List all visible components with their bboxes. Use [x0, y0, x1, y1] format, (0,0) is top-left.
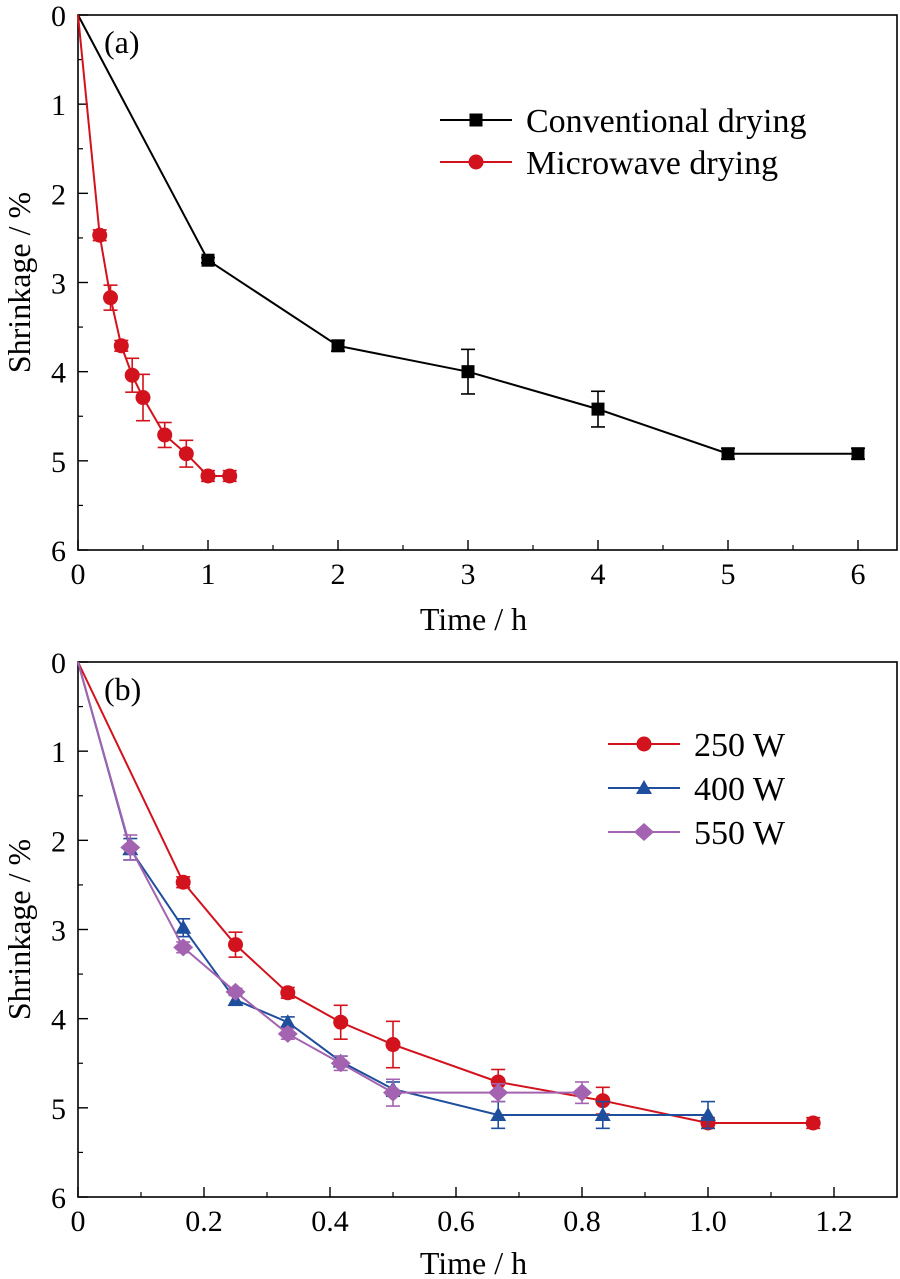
x-tick-label: 6 [851, 558, 866, 591]
legend-label: 250 W [694, 727, 786, 764]
data-point [488, 1083, 509, 1102]
data-point [279, 1014, 296, 1029]
series-line [77, 661, 582, 1094]
data-point [277, 1024, 298, 1043]
x-tick-label: 0.8 [563, 1205, 601, 1238]
data-point [383, 1083, 403, 1102]
x-tick-label: 0.2 [185, 1205, 223, 1238]
legend-marker [636, 780, 652, 794]
legend-label: Conventional drying [526, 103, 806, 140]
data-point [333, 1014, 349, 1030]
data-point [490, 1106, 507, 1121]
legend-marker [634, 823, 654, 841]
data-point [595, 1093, 611, 1109]
data-point [461, 365, 475, 379]
data-point [201, 253, 215, 267]
data-point [200, 468, 216, 484]
y-tick-label: 2 [51, 178, 66, 211]
x-axis-title: Time / h [420, 1245, 527, 1279]
x-axis-title: Time / h [420, 601, 527, 637]
series-conventional-drying [77, 14, 865, 461]
series-line [77, 661, 814, 1124]
legend-label: Microwave drying [526, 145, 778, 182]
x-tick-label: 1.2 [815, 1205, 853, 1238]
series-line [77, 661, 708, 1116]
legend-label: 400 W [694, 771, 786, 808]
legend-entry: 250 W [608, 727, 786, 764]
x-tick-label: 0.6 [437, 1205, 475, 1238]
data-point [700, 1106, 716, 1121]
y-tick-label: 0 [51, 0, 66, 33]
data-point [851, 447, 865, 461]
legend-label: 550 W [694, 815, 786, 852]
legend-marker [469, 113, 483, 127]
x-tick-label: 3 [461, 558, 476, 591]
panel-label: (b) [104, 671, 141, 707]
x-tick-label: 1.0 [689, 1205, 727, 1238]
data-point [490, 1074, 506, 1090]
y-tick-label: 6 [51, 1182, 66, 1215]
y-tick-label: 4 [51, 357, 66, 390]
y-tick-label: 3 [51, 268, 66, 301]
data-point [572, 1083, 592, 1102]
x-tick-label: 0 [71, 1205, 86, 1238]
data-point [594, 1106, 611, 1121]
legend-entry: Conventional drying [440, 103, 806, 140]
series-400-w [77, 661, 716, 1130]
data-point [178, 446, 194, 462]
y-tick-label: 6 [51, 535, 66, 568]
data-point [173, 938, 194, 957]
y-tick-label: 5 [51, 1093, 66, 1126]
data-point [92, 227, 108, 243]
data-point [222, 468, 238, 484]
legend-entry: Microwave drying [440, 145, 778, 182]
y-tick-label: 0 [51, 647, 66, 680]
y-tick-label: 4 [51, 1004, 66, 1037]
x-tick-label: 5 [721, 558, 736, 591]
legend-marker [636, 736, 652, 752]
legend-entry: 400 W [608, 771, 786, 808]
y-axis-title: Shrinkage / % [1, 839, 37, 1020]
y-tick-label: 1 [51, 89, 66, 122]
x-tick-label: 1 [201, 558, 216, 591]
y-axis-title: Shrinkage / % [1, 192, 37, 373]
x-tick-label: 2 [331, 558, 346, 591]
legend-entry: 550 W [608, 815, 786, 852]
data-point [157, 427, 173, 443]
legend-marker [468, 154, 484, 170]
y-tick-label: 1 [51, 736, 66, 769]
x-tick-label: 0 [71, 558, 86, 591]
x-tick-label: 0.4 [311, 1205, 349, 1238]
data-point [103, 290, 118, 306]
y-tick-label: 3 [51, 915, 66, 948]
series-550-w [77, 661, 592, 1107]
series-line [77, 14, 230, 477]
data-point [331, 339, 345, 353]
data-point [805, 1115, 821, 1131]
data-point [175, 874, 191, 890]
data-point [591, 402, 605, 416]
data-point [385, 1037, 401, 1053]
data-point [175, 919, 192, 934]
data-point [228, 937, 243, 953]
data-point [124, 367, 140, 383]
data-point [225, 982, 246, 1001]
panel-label: (a) [104, 24, 140, 60]
y-tick-label: 5 [51, 446, 66, 479]
data-point [120, 838, 141, 857]
data-point [135, 390, 151, 406]
data-point [113, 338, 129, 354]
series-microwave-drying [77, 14, 238, 484]
x-tick-label: 4 [591, 558, 606, 591]
data-point [330, 1054, 351, 1073]
y-tick-label: 2 [51, 825, 66, 858]
data-point [280, 985, 296, 1001]
data-point [721, 447, 735, 461]
